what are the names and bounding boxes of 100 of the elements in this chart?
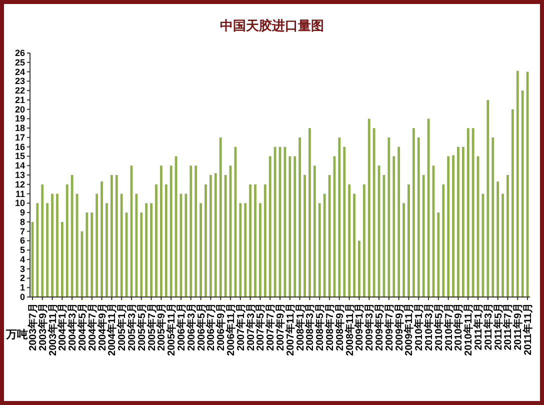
bar xyxy=(511,109,514,297)
bar xyxy=(160,166,162,297)
y-tick-label: 15 xyxy=(14,151,25,162)
y-tick-label: 20 xyxy=(14,104,25,114)
bar xyxy=(442,184,445,297)
y-tick-label: 16 xyxy=(14,142,25,152)
bar xyxy=(502,194,504,297)
bar xyxy=(150,203,152,297)
bar xyxy=(36,203,39,297)
bar xyxy=(60,222,64,297)
bar xyxy=(452,155,454,297)
y-tick-label: 3 xyxy=(20,264,25,274)
bar xyxy=(140,212,143,297)
x-tick-label: 2006年1月 xyxy=(175,303,188,351)
y-tick-label: 21 xyxy=(14,94,25,105)
y-axis-title: 万吨 xyxy=(5,328,28,341)
bar xyxy=(66,184,68,297)
bar xyxy=(466,128,470,297)
bar xyxy=(496,182,500,297)
bar xyxy=(408,184,410,297)
x-tick-label: 2011年11月 xyxy=(522,303,534,356)
bar xyxy=(209,175,212,297)
bar xyxy=(214,173,217,297)
y-tick-label: 1 xyxy=(20,282,25,293)
x-tick-label: 2007年1月 xyxy=(234,303,247,351)
y-tick-label: 22 xyxy=(14,86,25,96)
bar xyxy=(313,166,316,297)
bar xyxy=(219,137,222,297)
bar xyxy=(288,156,292,297)
x-tick-label: 2005年3月 xyxy=(126,303,138,351)
bar xyxy=(318,203,321,297)
bar xyxy=(268,156,272,297)
y-tick-label: 11 xyxy=(15,188,25,199)
bar xyxy=(115,175,118,297)
x-tick-label: 2006年3月 xyxy=(185,303,198,351)
y-tick-label: 2 xyxy=(20,273,25,284)
bar xyxy=(516,70,519,297)
x-tick-label: 2009年7月 xyxy=(383,303,396,351)
bar xyxy=(457,146,460,297)
bar xyxy=(239,203,242,297)
bar xyxy=(323,194,326,297)
bar xyxy=(353,194,356,297)
x-tick-label: 2003年11月 xyxy=(46,303,59,356)
x-tick-label: 2006年11月 xyxy=(224,303,237,356)
bar xyxy=(368,118,370,297)
y-tick-label: 8 xyxy=(20,216,25,227)
bar xyxy=(402,203,405,297)
bar xyxy=(259,203,262,297)
y-tick-label: 6 xyxy=(20,236,25,246)
y-tick-label: 17 xyxy=(14,132,25,142)
bar xyxy=(304,175,306,297)
x-tick-label: 2010年5月 xyxy=(432,303,445,351)
bar xyxy=(41,184,44,297)
bar xyxy=(412,128,415,297)
bar xyxy=(170,166,172,297)
bar xyxy=(249,184,252,297)
y-tick-label: 24 xyxy=(14,66,25,77)
x-tick-label: 2004年7月 xyxy=(86,303,98,351)
bar xyxy=(90,212,94,297)
y-tick-label: 12 xyxy=(14,179,25,190)
y-tick-label: 0 xyxy=(20,292,25,302)
chart-title: 中国天胶进口量图 xyxy=(220,18,324,33)
bar xyxy=(46,203,49,297)
x-tick-label: 2007年11月 xyxy=(284,303,296,356)
x-tick-label: 2005年5月 xyxy=(136,303,148,351)
bar xyxy=(506,175,509,297)
bar xyxy=(184,194,188,297)
x-tick-label: 2006年5月 xyxy=(195,303,208,351)
bar xyxy=(447,156,450,297)
bar xyxy=(234,146,237,297)
bar xyxy=(358,240,360,297)
x-tick-label: 2011年5月 xyxy=(492,303,504,350)
bar xyxy=(145,203,148,297)
bar xyxy=(51,194,54,297)
bar xyxy=(308,128,311,297)
y-tick-label: 14 xyxy=(14,160,25,171)
bar xyxy=(294,156,296,297)
bar xyxy=(106,203,108,297)
x-tick-label: 2011年3月 xyxy=(482,303,494,350)
y-tick-label: 25 xyxy=(14,57,25,68)
x-tick-label: 2010年7月 xyxy=(442,303,455,351)
y-tick-label: 13 xyxy=(14,170,25,180)
bar xyxy=(100,182,103,297)
bar xyxy=(472,128,474,297)
bar xyxy=(254,184,256,297)
y-tick-label: 10 xyxy=(14,198,25,208)
bar xyxy=(164,184,168,297)
bar xyxy=(492,137,494,297)
bar xyxy=(437,212,440,297)
bar xyxy=(343,146,346,297)
bar xyxy=(244,203,247,297)
x-tick-label: 2004年5月 xyxy=(76,303,88,351)
bar xyxy=(135,194,138,297)
bar xyxy=(56,194,58,297)
bar xyxy=(96,194,98,297)
bar xyxy=(486,100,490,297)
bar xyxy=(120,194,123,297)
x-tick-label: 2005年7月 xyxy=(146,303,158,351)
bar xyxy=(298,137,301,297)
bar xyxy=(348,184,351,297)
